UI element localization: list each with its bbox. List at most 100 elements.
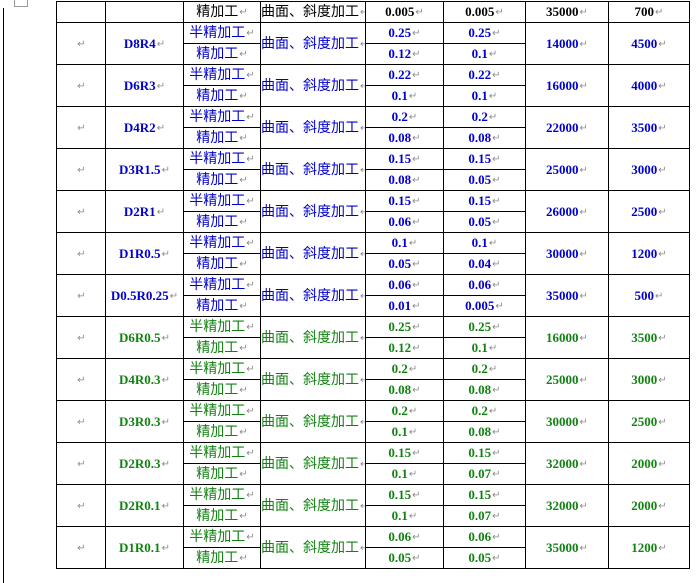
table-row: ↵D4R2↵半精加工↵曲面、斜度加工↵0.2↵0.2↵22000↵3500↵ [56,106,690,149]
cell-process-finish: 精加工↵ [183,211,261,233]
cell-machining-type: 曲面、斜度加工↵ [260,190,366,233]
cell-spindle-speed: 25000↵ [525,358,609,401]
header-cell-feed: 700↵ [608,1,690,23]
cell-process-finish: 精加工↵ [183,127,261,149]
cell-process-semi-finish: 半精加工↵ [183,64,261,86]
cell-process-semi-finish: 半精加工↵ [183,442,261,464]
cell-value-1-finish: 0.1↵ [365,85,444,107]
cell-sequence: ↵ [56,106,106,149]
cell-value-2-semi: 0.2↵ [443,400,526,422]
header-cell-value-1: 0.005↵ [365,1,444,23]
cell-value-1-finish: 0.1↵ [365,421,444,443]
cell-machining-type: 曲面、斜度加工↵ [260,148,366,191]
cell-process-finish: 精加工↵ [183,169,261,191]
table-row: ↵D6R3↵半精加工↵曲面、斜度加工↵0.22↵0.22↵16000↵4000↵ [56,64,690,107]
table-row: 精加工↵ 0.06↵ 0.05↵ [57,211,690,233]
cell-tool-name: D6R3↵ [105,64,184,107]
page-corner-marker [14,0,28,7]
cell-process-semi-finish: 半精加工↵ [183,484,261,506]
page-margin-line [3,8,4,583]
header-cell-seq [56,1,106,23]
table-row: 精加工↵ 0.1↵ 0.07↵ [57,463,690,485]
machining-parameters-table: 精加工↵曲面、斜度加工↵0.005↵0.005↵35000↵700↵↵D8R4↵… [56,1,690,569]
cell-value-1-semi: 0.22↵ [365,64,444,86]
table-row: 精加工↵ 0.05↵ 0.05↵ [57,547,690,569]
table-row: ↵D4R0.3↵半精加工↵曲面、斜度加工↵0.2↵0.2↵25000↵3000↵ [56,358,690,401]
cell-value-2-semi: 0.15↵ [443,442,526,464]
cell-value-1-semi: 0.2↵ [365,106,444,128]
cell-process-finish: 精加工↵ [183,295,261,317]
cell-value-2-finish: 0.005↵ [443,295,526,317]
cell-feed-rate: 2500↵ [608,400,690,443]
cell-value-2-finish: 0.05↵ [443,169,526,191]
cell-value-1-semi: 0.2↵ [365,358,444,380]
header-cell-speed: 35000↵ [525,1,609,23]
cell-value-1-semi: 0.06↵ [365,526,444,548]
cell-value-1-finish: 0.08↵ [365,379,444,401]
cell-spindle-speed: 30000↵ [525,400,609,443]
cell-feed-rate: 3500↵ [608,316,690,359]
cell-spindle-speed: 32000↵ [525,484,609,527]
cell-value-1-finish: 0.1↵ [365,505,444,527]
cell-tool-name: D4R2↵ [105,106,184,149]
cell-value-2-semi: 0.06↵ [443,274,526,296]
cell-sequence: ↵ [56,148,106,191]
cell-tool-name: D2R0.3↵ [105,442,184,485]
cell-process-semi-finish: 半精加工↵ [183,400,261,422]
cell-value-1-finish: 0.08↵ [365,127,444,149]
cell-machining-type: 曲面、斜度加工↵ [260,316,366,359]
cell-feed-rate: 2000↵ [608,442,690,485]
cell-value-1-finish: 0.12↵ [365,337,444,359]
cell-tool-name: D3R1.5↵ [105,148,184,191]
cell-process-finish: 精加工↵ [183,253,261,275]
cell-process-semi-finish: 半精加工↵ [183,274,261,296]
cell-spindle-speed: 35000↵ [525,274,609,317]
cell-value-1-finish: 0.05↵ [365,547,444,569]
cell-value-2-semi: 0.1↵ [443,232,526,254]
cell-machining-type: 曲面、斜度加工↵ [260,442,366,485]
cell-value-2-finish: 0.08↵ [443,127,526,149]
cell-spindle-speed: 32000↵ [525,442,609,485]
cell-sequence: ↵ [56,400,106,443]
table-row: ↵D2R0.3↵半精加工↵曲面、斜度加工↵0.15↵0.15↵32000↵200… [56,442,690,485]
cell-spindle-speed: 35000↵ [525,526,609,569]
cell-value-2-finish: 0.08↵ [443,379,526,401]
header-cell-type: 曲面、斜度加工↵ [260,1,366,23]
cell-value-1-finish: 0.06↵ [365,211,444,233]
cell-machining-type: 曲面、斜度加工↵ [260,232,366,275]
table-row: ↵D0.5R0.25↵半精加工↵曲面、斜度加工↵0.06↵0.06↵35000↵… [56,274,690,317]
cell-tool-name: D6R0.5↵ [105,316,184,359]
cell-value-2-finish: 0.1↵ [443,43,526,65]
cell-value-2-finish: 0.1↵ [443,337,526,359]
cell-value-1-semi: 0.15↵ [365,148,444,170]
cell-tool-name: D4R0.3↵ [105,358,184,401]
cell-machining-type: 曲面、斜度加工↵ [260,358,366,401]
cell-machining-type: 曲面、斜度加工↵ [260,484,366,527]
cell-machining-type: 曲面、斜度加工↵ [260,64,366,107]
cell-value-1-semi: 0.25↵ [365,22,444,44]
header-cell-value-2: 0.005↵ [443,1,526,23]
cell-sequence: ↵ [56,358,106,401]
table-row: ↵D3R0.3↵半精加工↵曲面、斜度加工↵0.2↵0.2↵30000↵2500↵ [56,400,690,443]
cell-value-2-finish: 0.08↵ [443,421,526,443]
cell-value-2-finish: 0.05↵ [443,211,526,233]
cell-machining-type: 曲面、斜度加工↵ [260,22,366,65]
header-cell-tool [105,1,184,23]
cell-machining-type: 曲面、斜度加工↵ [260,400,366,443]
cell-value-1-finish: 0.05↵ [365,253,444,275]
cell-feed-rate: 3000↵ [608,148,690,191]
cell-spindle-speed: 26000↵ [525,190,609,233]
cell-value-1-finish: 0.08↵ [365,169,444,191]
cell-sequence: ↵ [56,64,106,107]
cell-feed-rate: 2000↵ [608,484,690,527]
cell-value-2-semi: 0.22↵ [443,64,526,86]
cell-spindle-speed: 22000↵ [525,106,609,149]
cell-process-finish: 精加工↵ [183,337,261,359]
cell-spindle-speed: 16000↵ [525,64,609,107]
cell-process-finish: 精加工↵ [183,421,261,443]
cell-machining-type: 曲面、斜度加工↵ [260,274,366,317]
cell-spindle-speed: 14000↵ [525,22,609,65]
table-row: 精加工↵ 0.01↵ 0.005↵ [57,295,690,317]
cell-machining-type: 曲面、斜度加工↵ [260,106,366,149]
cell-value-2-semi: 0.06↵ [443,526,526,548]
